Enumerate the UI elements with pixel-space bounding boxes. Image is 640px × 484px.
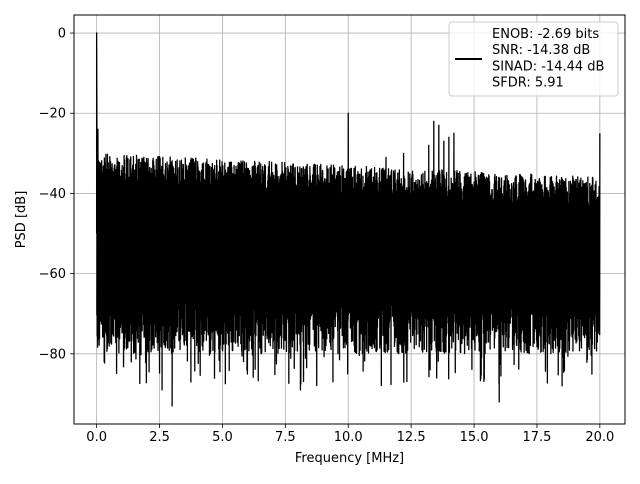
x-tick-label: 12.5 bbox=[397, 430, 426, 445]
x-axis-label: Frequency [MHz] bbox=[295, 451, 404, 466]
series-layer bbox=[95, 32, 601, 407]
y-tick-label: −60 bbox=[39, 267, 66, 282]
x-tick-label: 7.5 bbox=[275, 430, 296, 445]
axes: 0.0 2.5 5.0 7.5 10.0 12.5 15.0 17.5 20.0 0 −20 −40 −… bbox=[14, 14, 626, 466]
plot-frame bbox=[73, 14, 626, 425]
x-tick-label: 15.0 bbox=[460, 430, 489, 445]
y-tick-label: −40 bbox=[39, 187, 66, 202]
series-line bbox=[95, 32, 601, 407]
y-tick-label: −80 bbox=[39, 347, 66, 362]
legend: ENOB: -2.69 bits SNR: -14.38 dB SINAD: -14… bbox=[448, 21, 619, 97]
y-tick-label: −20 bbox=[39, 107, 66, 122]
x-tick-label: 20.0 bbox=[585, 430, 614, 445]
x-tick-label: 10.0 bbox=[334, 430, 363, 445]
x-tick-label: 0.0 bbox=[86, 430, 107, 445]
legend-label: ENOB: -2.69 bits SNR: -14.38 dB SINAD: -14… bbox=[492, 27, 604, 91]
y-axis-label: PSD [dB] bbox=[14, 191, 29, 249]
x-tick-label: 17.5 bbox=[522, 430, 551, 445]
y-tick-label: 0 bbox=[58, 27, 66, 42]
x-tick-label: 5.0 bbox=[212, 430, 233, 445]
x-tick-label: 2.5 bbox=[149, 430, 170, 445]
legend-box bbox=[448, 21, 619, 97]
